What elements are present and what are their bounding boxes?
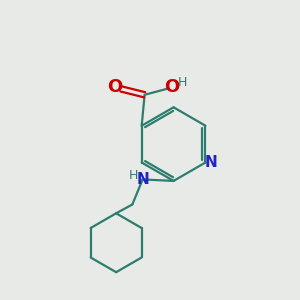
Text: H: H xyxy=(177,76,187,89)
Text: O: O xyxy=(107,78,122,96)
Text: N: N xyxy=(204,155,217,170)
Text: N: N xyxy=(136,172,149,187)
Text: H: H xyxy=(129,169,139,182)
Text: O: O xyxy=(164,78,180,96)
